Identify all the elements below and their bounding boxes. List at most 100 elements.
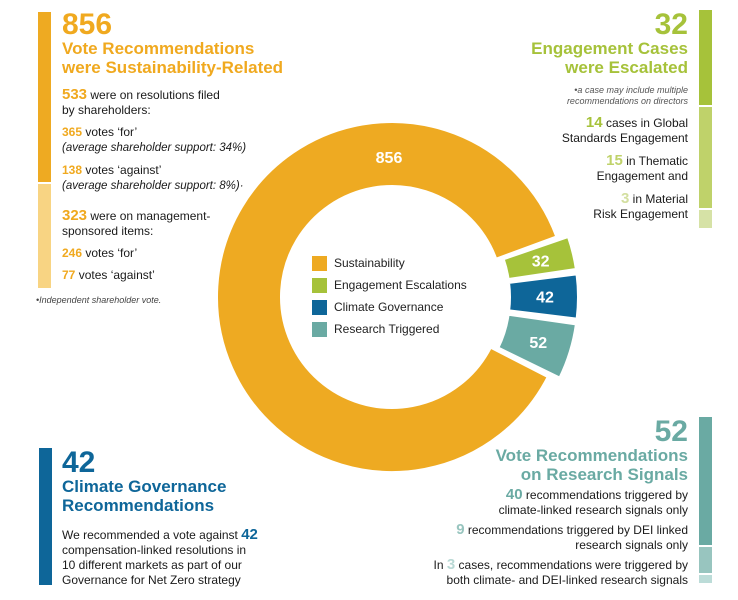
shareholder-resolutions: 533 were on resolutions filed by shareho…	[62, 87, 302, 118]
shareholder-for: 365 votes ‘for’ (average shareholder sup…	[62, 125, 302, 156]
shareholder-text-2: by shareholders:	[62, 103, 151, 118]
research-title-line1: Vote Recommendations	[495, 446, 688, 465]
research-climate-count: 40	[505, 486, 523, 504]
legend-label: Engagement Escalations	[334, 278, 467, 292]
climate-total: 42	[62, 446, 96, 479]
donut-label-sustainability: 856	[376, 150, 403, 167]
engagement-material-text-2: Risk Engagement	[593, 207, 688, 222]
engagement-note-line2: recommendations on directors	[566, 96, 688, 107]
engagement-global-count: 14	[585, 114, 603, 132]
legend-swatch-sustainability	[312, 255, 327, 271]
climate-panel: 42 Climate Governance Recommendations We…	[62, 448, 292, 588]
legend-label: Climate Governance	[334, 300, 444, 314]
management-for: 246 votes ‘for’	[62, 246, 302, 261]
engagement-thematic-text-2: Engagement and	[596, 169, 688, 184]
research-dei-text-2: research signals only	[575, 538, 688, 553]
research-bar-dei	[699, 547, 712, 573]
sustainability-total: 856	[62, 8, 113, 41]
engagement-material-count: 3	[620, 190, 630, 208]
climate-bar	[39, 448, 52, 585]
donut-slice-research-triggered	[497, 313, 578, 379]
management-text-2: sponsored items:	[62, 224, 154, 239]
research-total: 52	[654, 415, 688, 448]
engagement-title-line1: Engagement Cases	[531, 39, 688, 58]
management-count: 323	[62, 207, 88, 225]
against-note: (average shareholder support: 8%)·	[62, 180, 244, 193]
climate-body-count: 42	[241, 526, 258, 544]
sustainability-panel: 856 Vote Recommendations were Sustainabi…	[62, 10, 302, 290]
research-both-prefix: In	[433, 558, 447, 573]
legend-label: Sustainability	[334, 256, 405, 270]
engagement-global-text: cases in Global	[602, 116, 688, 131]
legend-item-climate: Climate Governance	[312, 296, 467, 318]
sustainability-bar-shareholder	[38, 12, 51, 182]
research-item-both: In 3 cases, recommendations were trigger…	[368, 557, 688, 588]
management-for-text: votes ‘for’	[82, 246, 138, 261]
research-climate-text: recommendations triggered by	[522, 488, 688, 503]
sustainability-title-line1: Vote Recommendations	[62, 39, 255, 58]
engagement-item-thematic: 15 in Thematic Engagement and	[428, 153, 688, 184]
research-both-count: 3	[446, 556, 456, 574]
engagement-note-line1: •a case may include multiple	[574, 85, 688, 96]
for-count: 365	[62, 125, 83, 140]
donut-label-research-triggered: 52	[529, 335, 547, 352]
climate-title-line2: Recommendations	[62, 495, 215, 515]
engagement-title-line2: were Escalated	[565, 57, 688, 77]
climate-title-line1: Climate Governance	[62, 477, 227, 496]
research-dei-count: 9	[456, 521, 465, 539]
climate-body-line3: 10 different markets as part of our	[62, 558, 242, 573]
research-bar-both	[699, 575, 712, 583]
engagement-global-text-2: Standards Engagement	[561, 131, 688, 146]
climate-body: We recommended a vote against 42 compens…	[62, 527, 292, 588]
research-both-text-2: both climate- and DEI-linked research si…	[446, 573, 688, 588]
sustainability-bar-management	[38, 184, 51, 288]
research-bar-climate	[699, 417, 712, 545]
donut-slice-sustainability	[216, 121, 558, 473]
engagement-note: •a case may include multiple recommendat…	[428, 85, 688, 107]
engagement-total: 32	[654, 8, 688, 41]
donut-label-climate-governance: 42	[536, 290, 554, 307]
legend-swatch-engagement	[312, 277, 327, 293]
against-count: 138	[62, 163, 83, 178]
for-note: (average shareholder support: 34%)	[62, 142, 247, 155]
shareholder-text: were on resolutions filed	[87, 88, 220, 103]
against-text: votes ‘against’	[82, 163, 162, 178]
research-title-line2: on Research Signals	[520, 464, 688, 484]
for-text: votes ‘for’	[82, 125, 138, 140]
research-panel: 52 Vote Recommendations on Research Sign…	[368, 417, 688, 595]
management-items: 323 were on management- sponsored items:	[62, 208, 302, 239]
donut-slice-climate-governance	[507, 273, 579, 320]
chart-legend: Sustainability Engagement Escalations Cl…	[312, 252, 467, 340]
footnote-independent-vote: •Independent shareholder vote.	[36, 295, 162, 305]
research-dei-text: recommendations triggered by DEI linked	[464, 523, 688, 538]
engagement-panel: 32 Engagement Cases were Escalated •a ca…	[428, 10, 688, 229]
engagement-bar-material	[699, 210, 712, 228]
engagement-thematic-count: 15	[606, 152, 623, 170]
climate-body-line2: compensation-linked resolutions in	[62, 543, 247, 558]
research-item-climate: 40 recommendations triggered by climate-…	[368, 487, 688, 518]
management-for-count: 246	[62, 246, 83, 261]
engagement-material-text: in Material	[629, 192, 688, 207]
management-text: were on management-	[87, 209, 211, 224]
engagement-bar-global	[699, 10, 712, 105]
climate-body-line4: Governance for Net Zero strategy	[62, 573, 241, 588]
climate-body-line1: We recommended a vote against	[62, 528, 242, 543]
legend-swatch-climate	[312, 299, 327, 315]
engagement-item-material: 3 in Material Risk Engagement	[428, 191, 688, 222]
sustainability-title-line2: were Sustainability-Related	[62, 57, 284, 77]
engagement-bar-thematic	[699, 107, 712, 208]
legend-swatch-research	[312, 321, 327, 337]
research-item-dei: 9 recommendations triggered by DEI linke…	[368, 522, 688, 553]
legend-item-research: Research Triggered	[312, 318, 467, 340]
research-climate-text-2: climate-linked research signals only	[498, 503, 688, 518]
donut-label-engagement-escalations: 32	[532, 254, 550, 271]
management-against-count: 77	[62, 268, 76, 283]
legend-label: Research Triggered	[334, 322, 440, 336]
research-both-text: cases, recommendations were triggered by	[455, 558, 688, 573]
donut-slice-engagement-escalations	[502, 235, 577, 281]
legend-item-engagement: Engagement Escalations	[312, 274, 467, 296]
engagement-thematic-text: in Thematic	[622, 154, 688, 169]
shareholder-against: 138 votes ‘against’ (average shareholder…	[62, 163, 302, 194]
legend-item-sustainability: Sustainability	[312, 252, 467, 274]
